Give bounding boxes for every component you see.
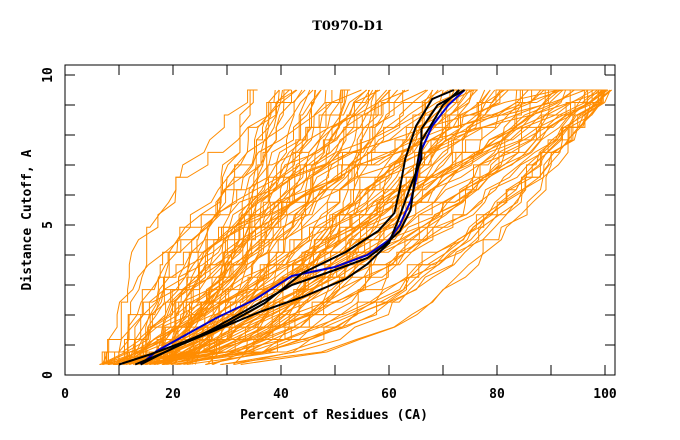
model-curve	[170, 90, 600, 365]
model-curve	[232, 89, 444, 365]
highlight-black-2-curve	[140, 89, 466, 366]
model-curve	[116, 89, 564, 365]
model-curve	[136, 89, 561, 365]
y-tick-label: 0	[41, 371, 56, 379]
model-curve	[171, 89, 563, 365]
model-curve	[127, 89, 427, 365]
y-tick-label: 10	[41, 67, 56, 83]
model-curve	[164, 90, 333, 365]
model-curve	[162, 89, 486, 365]
model-curve	[154, 89, 600, 365]
model-curve	[220, 90, 604, 365]
model-curve	[118, 89, 298, 365]
model-curve	[163, 89, 439, 365]
model-curve	[146, 89, 598, 365]
y-tick-label: 5	[41, 221, 56, 229]
x-tick-label: 80	[489, 387, 505, 402]
model-curve	[156, 90, 521, 365]
highlight-black-3-curve	[134, 89, 460, 366]
axis-ticks: 0 20 40 60 80 100 0 5 10	[41, 65, 617, 402]
model-curve	[134, 89, 491, 365]
model-curve	[114, 89, 471, 365]
highlight-curves	[118, 89, 466, 366]
x-tick-label: 60	[381, 387, 397, 402]
model-curve	[106, 89, 560, 365]
x-tick-label: 0	[61, 387, 69, 402]
model-curve	[142, 89, 362, 365]
model-curve	[167, 89, 501, 365]
background-model-curves	[99, 89, 612, 365]
model-curve	[149, 89, 455, 365]
model-curve	[119, 89, 496, 365]
model-curve	[183, 89, 612, 365]
x-axis-label: Percent of Residues (CA)	[240, 408, 428, 423]
y-axis-label: Distance Cutoff, A	[20, 149, 35, 290]
model-curve	[113, 89, 542, 365]
model-curve	[146, 89, 314, 365]
model-curve	[114, 89, 280, 365]
chart-title: T0970-D1	[312, 19, 384, 34]
model-curve	[102, 89, 461, 365]
model-curve	[153, 89, 378, 365]
model-curve	[139, 89, 603, 365]
model-curve	[165, 89, 391, 365]
model-curve	[122, 89, 391, 365]
model-curve	[146, 89, 449, 365]
model-curve	[145, 89, 409, 365]
plot-frame	[64, 64, 616, 376]
x-tick-label: 40	[273, 387, 289, 402]
model-curve	[156, 89, 607, 365]
model-curve	[179, 89, 567, 365]
highlight-blue-curve	[139, 89, 466, 366]
x-tick-label: 100	[593, 387, 617, 402]
model-curve	[118, 89, 297, 365]
model-curve	[123, 89, 442, 365]
model-curve	[221, 89, 606, 365]
model-curve	[126, 89, 258, 365]
model-curve	[125, 89, 586, 365]
x-tick-label: 20	[165, 387, 181, 402]
model-curve	[186, 89, 588, 365]
model-curve	[191, 89, 604, 365]
model-curve	[101, 89, 368, 365]
